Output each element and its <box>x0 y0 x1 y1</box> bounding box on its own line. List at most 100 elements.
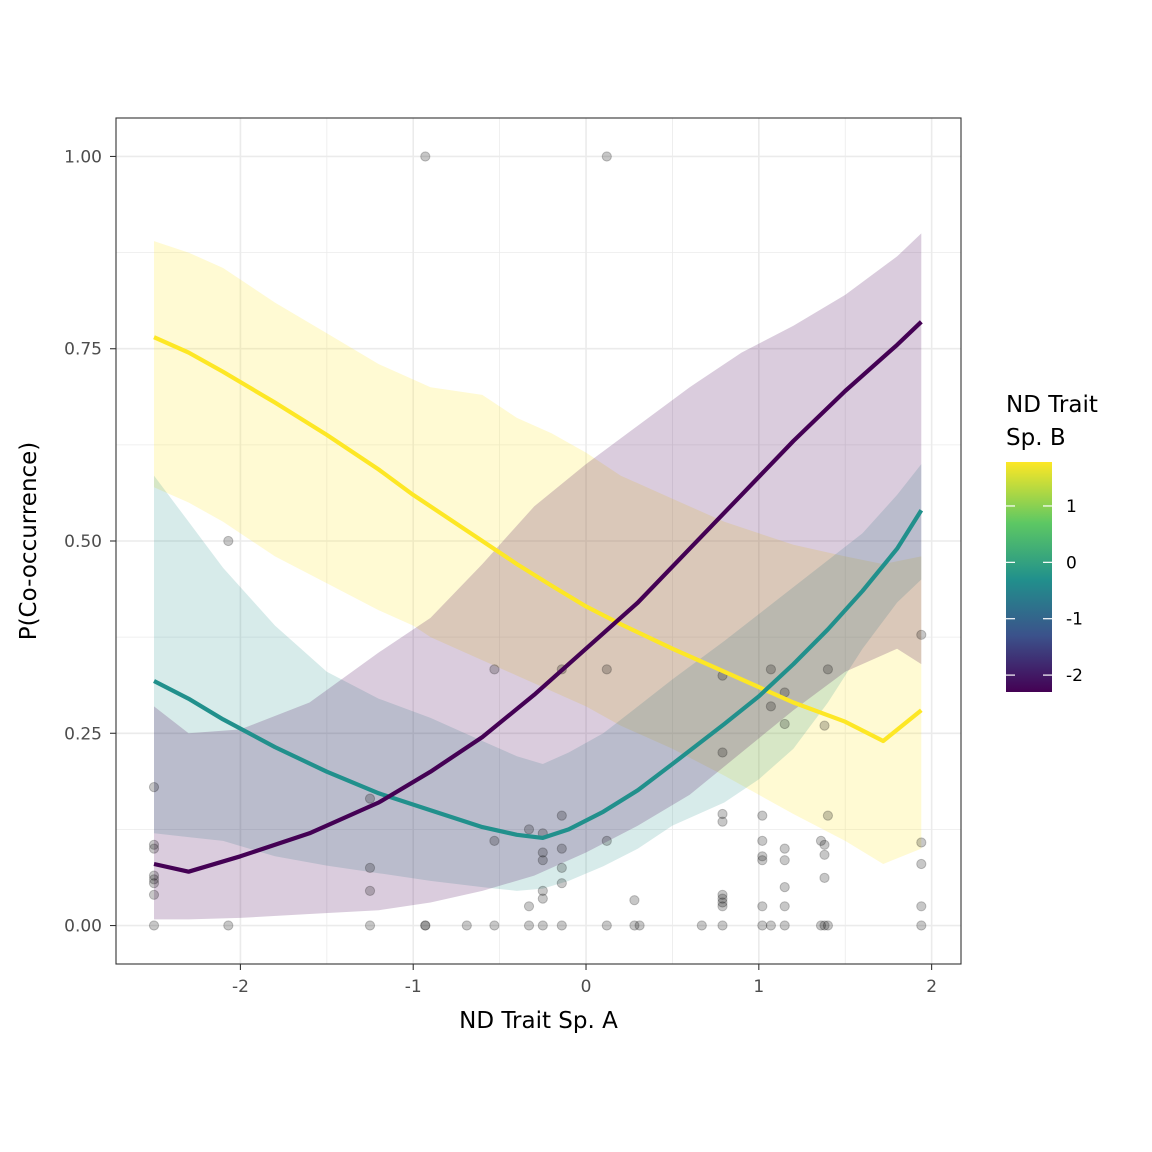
data-point <box>461 920 472 931</box>
data-point <box>601 664 612 675</box>
data-point <box>765 701 777 712</box>
data-point <box>148 839 160 850</box>
data-point <box>148 878 160 889</box>
data-points <box>148 151 927 931</box>
data-point <box>815 920 827 931</box>
data-point <box>629 895 640 906</box>
data-point <box>148 843 160 854</box>
x-axis: -2 -1 0 1 2 <box>232 964 937 997</box>
legend-title-line-2: Sp. B <box>1006 425 1066 451</box>
x-tick-label: -1 <box>405 977 422 997</box>
data-point <box>765 920 777 931</box>
data-point <box>757 851 768 862</box>
data-point <box>634 920 645 931</box>
y-tick-label: 1.00 <box>64 147 102 167</box>
data-point <box>601 835 612 847</box>
data-point <box>819 720 830 731</box>
data-point <box>223 920 234 931</box>
data-point <box>717 816 728 827</box>
data-point <box>489 920 500 931</box>
data-point <box>822 810 834 821</box>
data-point <box>779 901 790 912</box>
plot-panel <box>115 117 962 965</box>
data-point <box>822 664 834 675</box>
confidence-ribbon-1 <box>154 464 922 891</box>
data-point <box>765 664 777 675</box>
y-tick-label: 0.00 <box>64 917 102 937</box>
data-point <box>489 664 500 675</box>
y-tick-label: 0.25 <box>64 724 102 744</box>
data-point <box>819 839 830 850</box>
data-point <box>420 920 431 931</box>
x-axis-title: ND Trait Sp. A <box>459 1008 618 1034</box>
data-point <box>420 151 431 162</box>
data-point <box>779 718 790 730</box>
data-point <box>523 920 535 931</box>
data-point <box>537 855 548 866</box>
data-point <box>757 810 768 821</box>
data-point <box>696 920 707 931</box>
data-point <box>717 747 728 758</box>
data-point <box>364 885 376 897</box>
data-point <box>556 920 567 931</box>
data-point <box>556 810 567 821</box>
data-point <box>717 897 728 908</box>
data-point <box>364 920 376 931</box>
data-point <box>757 901 768 912</box>
gridlines <box>116 118 961 964</box>
x-tick-label: 0 <box>581 977 592 997</box>
confidence-ribbon-0 <box>154 241 922 865</box>
data-point <box>556 862 567 874</box>
fit-line-2 <box>153 320 923 874</box>
data-point <box>779 882 790 893</box>
colorbar-tick-label: -2 <box>1066 666 1083 686</box>
data-point <box>916 629 927 640</box>
data-point <box>364 793 376 804</box>
data-point <box>822 920 834 931</box>
y-axis-title: P(Co-occurrence) <box>16 442 42 641</box>
data-point <box>757 920 768 931</box>
data-point <box>779 843 790 854</box>
data-point <box>537 847 548 858</box>
y-tick-label: 0.50 <box>64 532 102 552</box>
data-point <box>916 920 927 931</box>
data-point <box>537 920 548 931</box>
y-tick-label: 0.75 <box>64 340 102 360</box>
data-point <box>148 889 160 900</box>
data-point <box>779 855 790 866</box>
legend: ND Trait Sp. B 1 0 -1 -2 <box>1006 392 1098 692</box>
data-point <box>223 535 234 547</box>
colorbar-tick-label: 1 <box>1066 497 1077 517</box>
data-point <box>819 872 830 884</box>
legend-title-line-1: ND Trait <box>1006 392 1098 418</box>
colorbar-tick-label: 0 <box>1066 553 1077 573</box>
data-point <box>601 920 612 931</box>
data-point <box>916 837 927 848</box>
fit-line-1 <box>153 509 924 841</box>
data-point <box>556 843 567 854</box>
data-point <box>757 835 768 847</box>
data-point <box>717 889 728 900</box>
fit-lines <box>153 320 924 874</box>
data-point <box>916 901 927 912</box>
data-point <box>556 878 567 889</box>
data-point <box>779 920 790 931</box>
data-point <box>420 920 431 931</box>
data-point <box>717 808 728 820</box>
data-point <box>537 885 548 897</box>
x-tick-label: 2 <box>926 977 937 997</box>
data-point <box>537 893 548 904</box>
data-point <box>916 858 927 870</box>
data-point <box>148 870 160 881</box>
data-point <box>148 920 160 931</box>
data-point <box>523 824 535 835</box>
y-axis: 0.00 0.25 0.50 0.75 1.00 <box>64 147 116 937</box>
fit-line-0 <box>153 335 923 744</box>
data-point <box>629 920 640 931</box>
data-point <box>523 901 535 912</box>
data-point <box>815 835 827 847</box>
legend-colorbar-ticks: 1 0 -1 -2 <box>1006 497 1083 686</box>
x-tick-label: -2 <box>232 977 249 997</box>
legend-colorbar <box>1006 462 1052 692</box>
